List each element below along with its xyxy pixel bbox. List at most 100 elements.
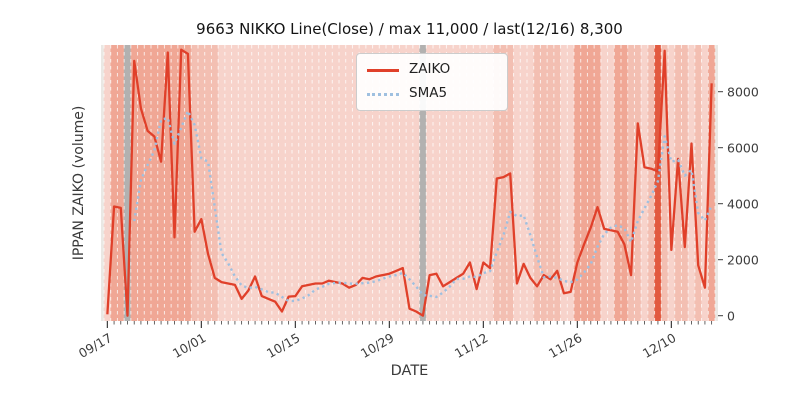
close-price-band: [251, 45, 259, 321]
close-price-band: [352, 45, 360, 321]
close-price-band: [358, 45, 367, 321]
close-price-band: [708, 45, 716, 321]
close-price-band: [379, 45, 387, 321]
close-price-band: [197, 45, 205, 321]
close-price-band: [204, 45, 212, 321]
close-price-band: [674, 45, 682, 321]
close-price-band: [526, 45, 534, 321]
close-price-band: [513, 45, 521, 321]
legend-item-zaiko: ZAIKO: [367, 61, 495, 79]
close-price-band: [184, 45, 192, 321]
close-price-band: [593, 45, 602, 321]
close-price-band: [291, 45, 299, 321]
close-price-band: [130, 45, 138, 321]
close-price-band: [325, 45, 333, 321]
y-tick-label: 2000: [727, 252, 759, 268]
close-price-band: [117, 45, 125, 321]
close-price-band: [150, 45, 158, 321]
close-price-band: [661, 45, 669, 321]
close-price-band: [446, 45, 454, 321]
close-price-band: [137, 45, 145, 321]
close-price-band: [466, 45, 474, 321]
close-price-band: [385, 45, 393, 321]
close-price-band: [278, 45, 286, 321]
y-tick-label: 4000: [727, 196, 759, 212]
legend-item-sma5: SMA5: [367, 85, 495, 103]
close-price-band: [365, 45, 373, 321]
close-price-band: [533, 45, 541, 321]
close-price-band: [439, 45, 447, 321]
legend-label-zaiko: ZAIKO: [409, 61, 451, 78]
close-price-band: [345, 45, 353, 321]
close-price-band: [567, 45, 575, 321]
close-price-band: [620, 45, 628, 321]
close-price-band: [271, 45, 279, 321]
close-price-band: [177, 45, 185, 321]
close-price-band: [627, 45, 635, 321]
close-price-band: [103, 45, 111, 321]
close-price-band: [654, 45, 662, 321]
y-tick-label: 6000: [727, 140, 759, 156]
sma5-line-swatch-icon: [367, 92, 399, 96]
close-price-band: [318, 45, 326, 321]
close-price-band: [258, 45, 266, 321]
close-price-band: [600, 45, 608, 321]
close-price-band: [499, 45, 508, 321]
close-price-band: [473, 45, 481, 321]
close-price-band: [224, 45, 232, 321]
close-price-band: [164, 45, 172, 321]
close-price-band: [332, 45, 340, 321]
close-price-band: [687, 45, 696, 321]
close-price-band: [110, 45, 118, 321]
close-price-band: [607, 45, 615, 321]
close-price-band: [426, 45, 434, 321]
y-tick-label: 0: [727, 308, 735, 324]
missing-day-band: [123, 45, 132, 321]
close-price-band: [667, 45, 675, 321]
legend-label-sma5: SMA5: [409, 85, 448, 102]
close-price-band: [399, 45, 407, 321]
close-price-band: [553, 45, 561, 321]
close-price-band: [520, 45, 528, 321]
close-price-band: [701, 45, 709, 321]
close-price-band: [412, 45, 420, 321]
close-price-band: [231, 45, 239, 321]
missing-day-band: [419, 45, 427, 321]
close-price-band: [170, 45, 179, 321]
chart-title: 9663 NIKKO Line(Close) / max 11,000 / la…: [196, 20, 623, 38]
y-axis-label: IPPAN ZAIKO (volume): [71, 105, 87, 261]
close-price-band: [546, 45, 555, 321]
close-price-band: [640, 45, 649, 321]
close-price-band: [479, 45, 487, 321]
close-price-band: [264, 45, 273, 321]
close-price-band: [573, 45, 581, 321]
sma5-line: [133, 109, 713, 303]
legend: ZAIKO SMA5: [356, 53, 508, 111]
close-price-band: [452, 45, 461, 321]
close-price-band: [157, 45, 165, 321]
close-price-band: [634, 45, 642, 321]
close-price-band: [647, 45, 655, 321]
zaiko-line-swatch-icon: [367, 68, 399, 72]
x-tick-label: 09/17: [76, 330, 115, 362]
close-price-band: [614, 45, 622, 321]
close-price-band: [311, 45, 320, 321]
close-price-band: [338, 45, 346, 321]
close-price-band: [144, 45, 152, 321]
close-price-band: [298, 45, 306, 321]
zaiko-line: [106, 48, 713, 317]
close-price-band: [191, 45, 199, 321]
close-price-band: [211, 45, 219, 321]
close-price-band: [217, 45, 226, 321]
close-price-band: [486, 45, 494, 321]
close-price-band: [405, 45, 414, 321]
close-price-band: [681, 45, 689, 321]
close-price-band: [392, 45, 400, 321]
close-price-band: [238, 45, 246, 321]
close-price-band: [432, 45, 440, 321]
close-price-band: [540, 45, 548, 321]
close-price-band: [580, 45, 588, 321]
close-price-band: [244, 45, 252, 321]
close-price-band: [560, 45, 568, 321]
